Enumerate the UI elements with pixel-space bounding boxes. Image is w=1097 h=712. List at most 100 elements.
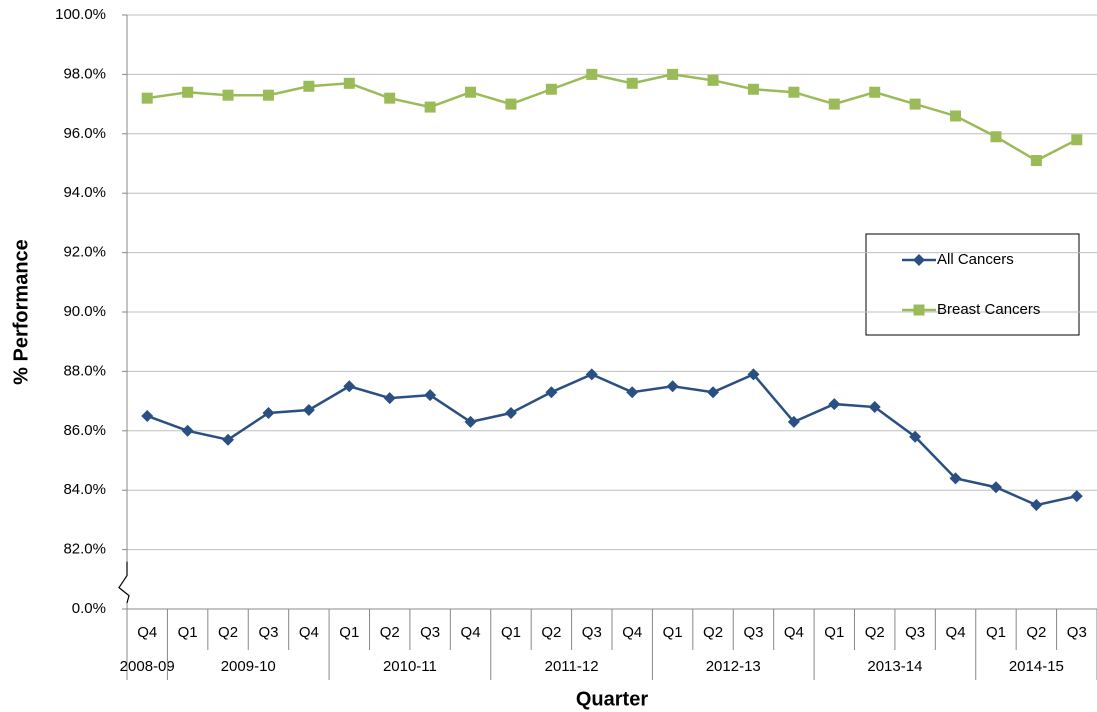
x-tick-label: Q2 <box>703 624 723 641</box>
data-point <box>464 415 477 428</box>
x-tick-label: Q4 <box>946 624 966 641</box>
data-point <box>586 68 598 80</box>
legend-marker <box>913 304 925 316</box>
data-point <box>949 472 962 485</box>
x-group-label: 2008-09 <box>120 658 175 675</box>
x-tick-label: Q4 <box>137 624 157 641</box>
y-tick-label: 100.0% <box>55 6 106 23</box>
x-group-label: 2009-10 <box>221 658 276 675</box>
x-tick-label: Q4 <box>299 624 319 641</box>
data-point <box>141 92 153 104</box>
data-point <box>383 392 396 405</box>
legend-box <box>865 233 1080 336</box>
data-point <box>707 386 720 399</box>
x-tick-label: Q3 <box>905 624 925 641</box>
x-tick-label: Q3 <box>420 624 440 641</box>
data-point <box>1071 134 1083 146</box>
y-tick-label: 90.0% <box>63 303 106 320</box>
data-point <box>828 98 840 110</box>
data-point <box>302 404 315 417</box>
data-point <box>950 110 962 122</box>
legend-label: Breast Cancers <box>937 301 1040 318</box>
x-tick-label: Q1 <box>501 624 521 641</box>
x-tick-label: Q4 <box>784 624 804 641</box>
y-tick-label: 88.0% <box>63 362 106 379</box>
x-tick-label: Q3 <box>743 624 763 641</box>
x-tick-label: Q4 <box>461 624 481 641</box>
data-point <box>707 74 719 86</box>
y-tick-label: 94.0% <box>63 184 106 201</box>
data-point <box>626 77 638 89</box>
x-tick-label: Q2 <box>380 624 400 641</box>
data-point <box>787 415 800 428</box>
data-point <box>182 86 194 98</box>
data-point <box>747 368 760 381</box>
x-group-label: 2011-12 <box>545 658 599 675</box>
x-tick-label: Q3 <box>1067 624 1087 641</box>
y-tick-label: 84.0% <box>63 481 106 498</box>
data-point <box>990 131 1002 143</box>
data-point <box>343 77 355 89</box>
data-point <box>222 433 235 446</box>
data-point <box>1030 499 1043 512</box>
data-point <box>666 380 679 393</box>
x-axis-title: Quarter <box>576 688 648 710</box>
data-point <box>465 86 477 98</box>
x-tick-label: Q2 <box>541 624 561 641</box>
data-point <box>504 406 517 419</box>
y-tick-label: 0.0% <box>72 600 106 617</box>
x-tick-label: Q1 <box>986 624 1006 641</box>
data-point <box>424 389 437 402</box>
y-tick-label: 98.0% <box>63 65 106 82</box>
data-point <box>343 380 356 393</box>
data-point <box>545 83 557 95</box>
data-point <box>828 398 841 411</box>
x-tick-label: Q1 <box>339 624 359 641</box>
data-point <box>868 401 881 414</box>
data-point <box>909 98 921 110</box>
legend-label: All Cancers <box>937 251 1014 268</box>
x-group-label: 2013-14 <box>867 658 922 675</box>
data-point <box>989 481 1002 494</box>
data-point <box>262 89 274 101</box>
x-tick-label: Q2 <box>865 624 885 641</box>
data-point <box>747 83 759 95</box>
data-point <box>585 368 598 381</box>
series-line <box>147 73 1078 162</box>
x-tick-label: Q1 <box>663 624 683 641</box>
data-point <box>424 101 436 113</box>
x-tick-label: Q2 <box>218 624 238 641</box>
data-point <box>505 98 517 110</box>
series-line <box>146 372 1078 507</box>
y-tick-label: 86.0% <box>63 422 106 439</box>
x-tick-label: Q4 <box>622 624 642 641</box>
data-point <box>1070 490 1083 503</box>
x-group-label: 2014-15 <box>1009 658 1064 675</box>
data-point <box>626 386 639 399</box>
y-tick-label: 92.0% <box>63 244 106 261</box>
x-tick-label: Q2 <box>1026 624 1046 641</box>
data-point <box>141 409 154 422</box>
legend-marker <box>913 254 925 266</box>
x-group-label: 2012-13 <box>706 658 761 675</box>
data-point <box>262 406 275 419</box>
x-tick-label: Q1 <box>178 624 198 641</box>
x-group-label: 2010-11 <box>383 658 437 675</box>
x-tick-label: Q3 <box>258 624 278 641</box>
data-point <box>222 89 234 101</box>
data-point <box>181 424 194 437</box>
x-tick-label: Q3 <box>582 624 602 641</box>
x-tick-label: Q1 <box>824 624 844 641</box>
data-point <box>384 92 396 104</box>
data-point <box>788 86 800 98</box>
data-point <box>303 80 315 92</box>
data-point <box>869 86 881 98</box>
y-tick-label: 82.0% <box>63 541 106 558</box>
data-point <box>667 68 679 80</box>
y-axis-title: % Performance <box>10 239 32 385</box>
data-point <box>1030 155 1042 167</box>
axis-break <box>118 561 130 604</box>
data-point <box>545 386 558 399</box>
data-point <box>909 430 922 443</box>
